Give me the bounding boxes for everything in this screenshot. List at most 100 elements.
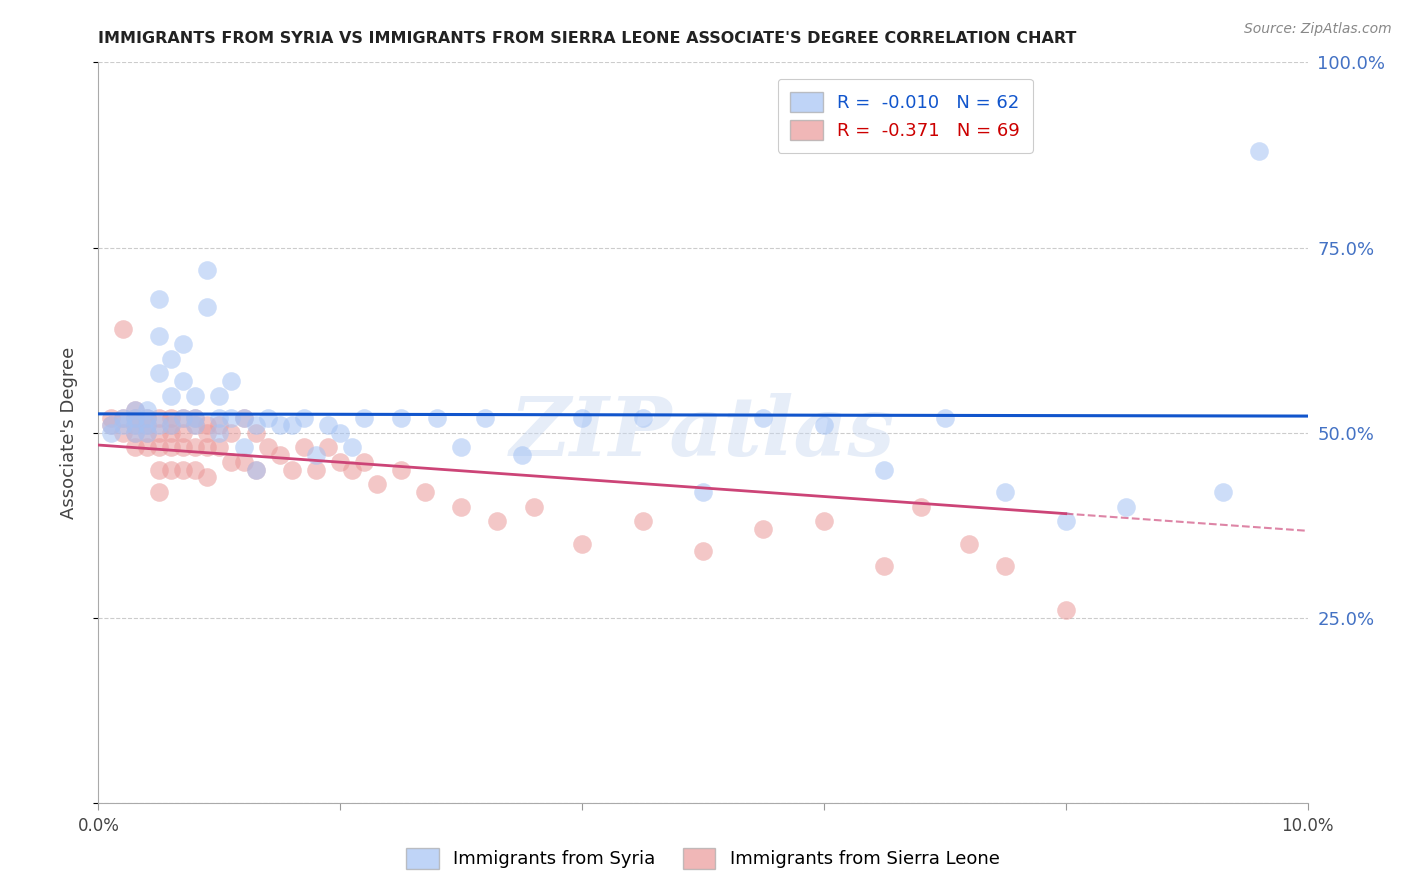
Point bbox=[208, 418, 231, 433]
Point bbox=[124, 410, 146, 425]
Point bbox=[329, 455, 352, 469]
Point bbox=[160, 351, 183, 366]
Point bbox=[195, 300, 218, 314]
Text: IMMIGRANTS FROM SYRIA VS IMMIGRANTS FROM SIERRA LEONE ASSOCIATE'S DEGREE CORRELA: IMMIGRANTS FROM SYRIA VS IMMIGRANTS FROM… bbox=[98, 31, 1077, 46]
Point bbox=[160, 388, 183, 402]
Point bbox=[124, 425, 146, 440]
Point bbox=[910, 500, 932, 514]
Point bbox=[329, 425, 352, 440]
Point bbox=[160, 418, 183, 433]
Point bbox=[135, 425, 157, 440]
Point bbox=[111, 410, 134, 425]
Point bbox=[232, 455, 254, 469]
Point bbox=[148, 441, 170, 455]
Point bbox=[195, 441, 218, 455]
Point bbox=[486, 515, 509, 529]
Point bbox=[135, 410, 157, 425]
Point bbox=[631, 515, 654, 529]
Point bbox=[135, 403, 157, 417]
Point bbox=[124, 403, 146, 417]
Point bbox=[1054, 603, 1077, 617]
Point bbox=[292, 410, 315, 425]
Point bbox=[172, 336, 194, 351]
Point bbox=[1115, 500, 1137, 514]
Point bbox=[160, 441, 183, 455]
Point bbox=[994, 484, 1017, 499]
Point bbox=[232, 441, 254, 455]
Point bbox=[208, 410, 231, 425]
Point bbox=[124, 418, 146, 433]
Point bbox=[148, 367, 170, 381]
Point bbox=[305, 462, 328, 476]
Point bbox=[135, 410, 157, 425]
Point bbox=[256, 410, 278, 425]
Point bbox=[148, 293, 170, 307]
Legend: R =  -0.010   N = 62, R =  -0.371   N = 69: R = -0.010 N = 62, R = -0.371 N = 69 bbox=[778, 78, 1032, 153]
Point bbox=[148, 484, 170, 499]
Point bbox=[184, 410, 207, 425]
Point bbox=[100, 410, 122, 425]
Point bbox=[160, 462, 183, 476]
Point bbox=[269, 418, 291, 433]
Point bbox=[474, 410, 496, 425]
Point bbox=[148, 418, 170, 433]
Point bbox=[281, 462, 304, 476]
Legend: Immigrants from Syria, Immigrants from Sierra Leone: Immigrants from Syria, Immigrants from S… bbox=[399, 840, 1007, 876]
Point bbox=[281, 418, 304, 433]
Point bbox=[510, 448, 533, 462]
Point bbox=[957, 536, 980, 550]
Point bbox=[353, 410, 375, 425]
Point bbox=[389, 410, 412, 425]
Point bbox=[160, 425, 183, 440]
Point bbox=[208, 425, 231, 440]
Point bbox=[100, 418, 122, 433]
Point bbox=[1212, 484, 1234, 499]
Point bbox=[934, 410, 956, 425]
Point bbox=[124, 441, 146, 455]
Point bbox=[148, 329, 170, 343]
Point bbox=[221, 410, 243, 425]
Point bbox=[184, 418, 207, 433]
Point bbox=[450, 441, 472, 455]
Point bbox=[172, 374, 194, 388]
Point bbox=[221, 425, 243, 440]
Point bbox=[208, 441, 231, 455]
Point bbox=[135, 418, 157, 433]
Point bbox=[752, 522, 775, 536]
Point bbox=[813, 418, 835, 433]
Point bbox=[111, 322, 134, 336]
Point bbox=[208, 388, 231, 402]
Point bbox=[305, 448, 328, 462]
Point bbox=[148, 462, 170, 476]
Point bbox=[172, 410, 194, 425]
Point bbox=[389, 462, 412, 476]
Point bbox=[269, 448, 291, 462]
Point bbox=[160, 410, 183, 425]
Point bbox=[148, 410, 170, 425]
Point bbox=[172, 410, 194, 425]
Point bbox=[292, 441, 315, 455]
Point bbox=[124, 418, 146, 433]
Point bbox=[631, 410, 654, 425]
Point bbox=[523, 500, 546, 514]
Point bbox=[245, 462, 267, 476]
Point bbox=[232, 410, 254, 425]
Point bbox=[873, 462, 896, 476]
Point bbox=[184, 388, 207, 402]
Point bbox=[184, 462, 207, 476]
Point bbox=[172, 425, 194, 440]
Point bbox=[135, 425, 157, 440]
Point bbox=[195, 262, 218, 277]
Point bbox=[245, 425, 267, 440]
Point bbox=[100, 418, 122, 433]
Point bbox=[692, 484, 714, 499]
Point bbox=[571, 536, 593, 550]
Point bbox=[342, 441, 364, 455]
Point bbox=[135, 418, 157, 433]
Y-axis label: Associate's Degree: Associate's Degree bbox=[59, 346, 77, 519]
Point bbox=[994, 558, 1017, 573]
Point bbox=[124, 410, 146, 425]
Point bbox=[873, 558, 896, 573]
Point bbox=[195, 470, 218, 484]
Text: ZIPatlas: ZIPatlas bbox=[510, 392, 896, 473]
